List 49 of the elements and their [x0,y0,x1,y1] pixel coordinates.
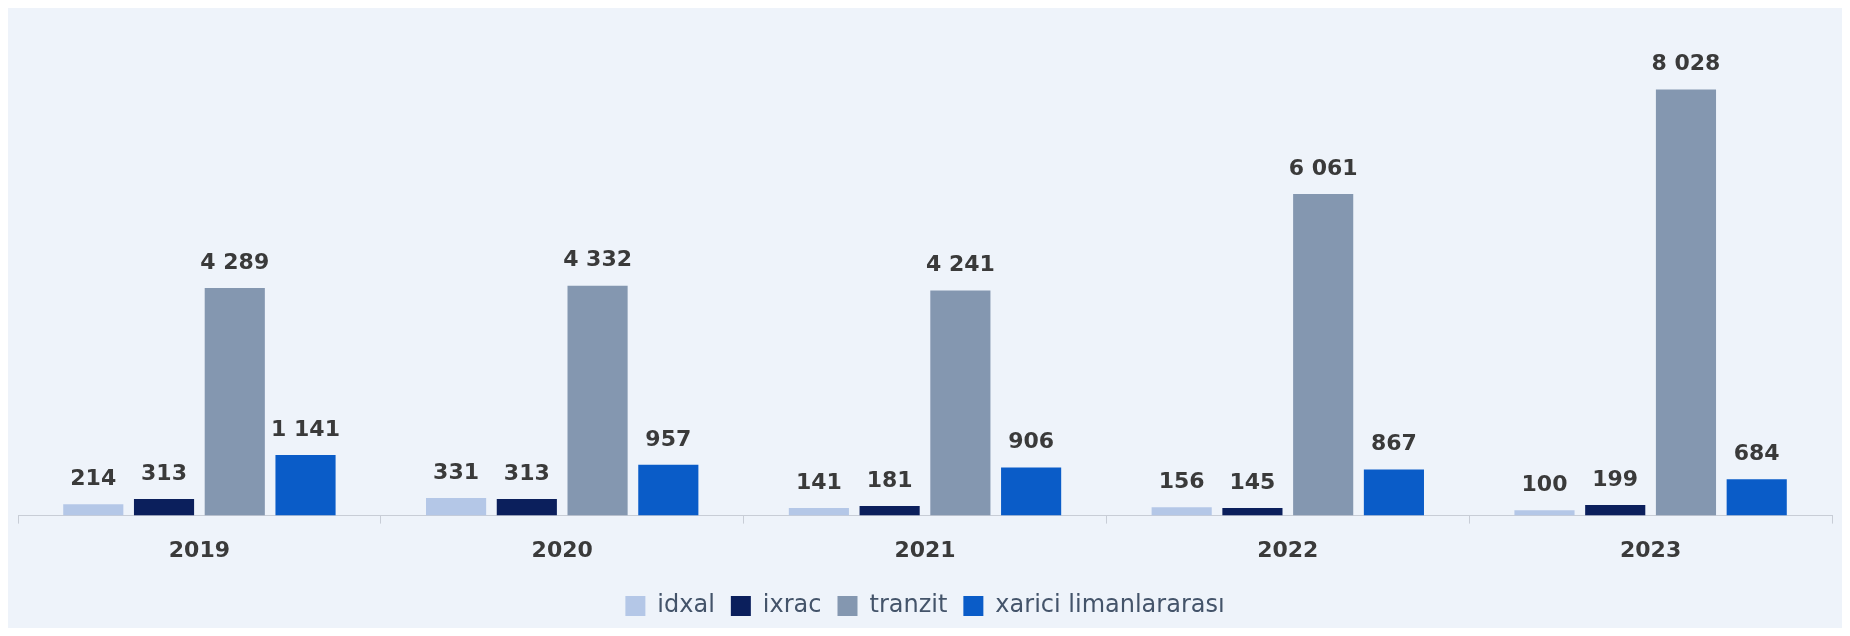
data-label: 199 [1592,465,1639,491]
data-label: 906 [1008,428,1055,454]
bar [1293,193,1354,516]
bar [63,504,124,516]
data-label: 181 [866,466,913,492]
bar [930,290,991,516]
data-label: 331 [433,458,480,484]
data-label: 8 028 [1651,50,1721,76]
x-tick-label: 2023 [1619,536,1682,562]
data-label: 957 [645,425,692,451]
bar [1151,507,1212,516]
bar [496,498,557,516]
legend-label: ixrac [762,590,822,619]
bar [1001,467,1062,516]
bar [1726,479,1787,516]
bar [638,464,699,516]
bar [426,498,487,516]
data-label: 141 [795,468,842,494]
data-label: 145 [1229,468,1276,494]
x-tick-label: 2021 [894,536,956,562]
data-label: 867 [1370,430,1417,456]
bar [859,506,920,516]
data-label: 4 241 [925,251,995,277]
data-label: 100 [1521,471,1568,497]
bar [133,498,195,516]
bar [1655,89,1717,516]
bar [1585,505,1646,516]
data-label: 313 [141,459,187,485]
data-label: 4 289 [200,248,270,274]
bar [1363,469,1424,516]
legend-label: xarici limanlararası [995,590,1225,619]
data-label: 6 061 [1288,154,1358,180]
data-label: 1 141 [271,415,340,441]
legend-label: idxal [657,590,715,619]
data-label: 684 [1733,440,1780,466]
bar [1514,510,1575,516]
bar [788,508,849,516]
bar [204,288,265,516]
x-tick-label: 2020 [531,536,593,562]
bar [275,455,336,516]
x-tick-label: 2022 [1257,536,1319,562]
bar [567,285,628,516]
data-label: 313 [503,459,550,485]
x-tick-label: 2019 [168,536,231,562]
bar [1222,507,1283,516]
data-label: 4 332 [563,246,633,272]
data-label: 214 [70,464,117,490]
data-label: 156 [1158,468,1205,494]
legend-label: tranzit [869,590,948,619]
